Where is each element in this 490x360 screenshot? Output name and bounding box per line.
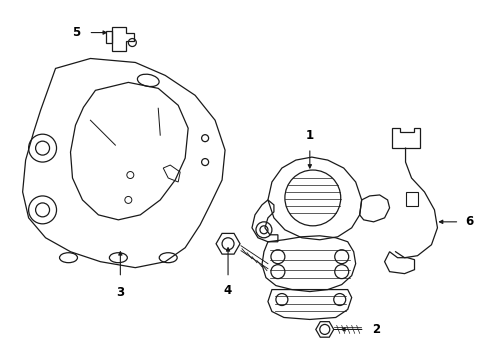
Text: 4: 4 <box>224 284 232 297</box>
Text: 3: 3 <box>116 285 124 298</box>
Text: 1: 1 <box>306 129 314 142</box>
Text: 2: 2 <box>371 323 380 336</box>
Text: 6: 6 <box>466 215 474 228</box>
Text: 5: 5 <box>72 26 80 39</box>
